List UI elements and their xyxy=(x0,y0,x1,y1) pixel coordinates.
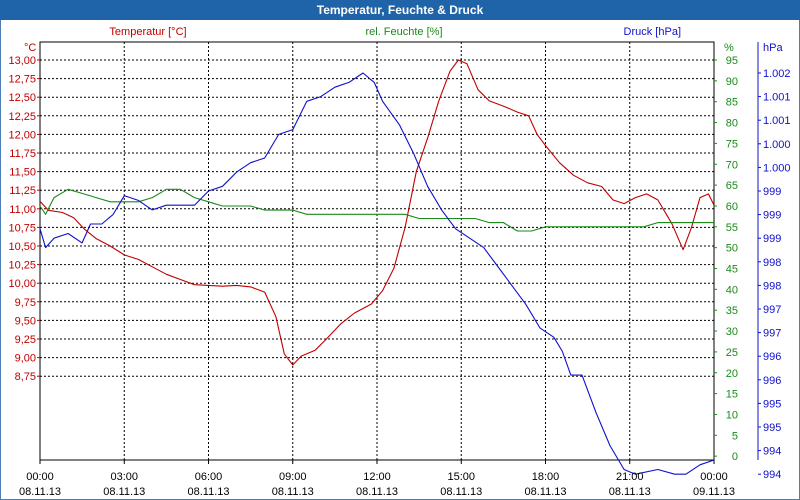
pressure-tick-label: 999 xyxy=(763,186,781,198)
temperature-tick-label: 9,75 xyxy=(15,297,36,309)
humidity-tick-label: 20 xyxy=(726,368,738,380)
pressure-tick-label: 995 xyxy=(763,422,781,434)
axis-layer: 13,00 12,75 12,50 12,25 12,00 11,75 11,50 11,25… xyxy=(8,42,791,498)
pressure-tick-label: 1.000 xyxy=(763,162,791,174)
pressure-tick-label: 1.001 xyxy=(763,92,791,104)
pressure-tick-label: 996 xyxy=(763,375,781,387)
pressure-tick-label: 996 xyxy=(763,351,781,363)
pressure-tick-label: 994 xyxy=(763,446,781,458)
humidity-tick-label: 55 xyxy=(726,222,738,234)
pressure-tick-label: 1.002 xyxy=(763,68,791,80)
pressure-series-line xyxy=(39,72,715,475)
temperature-tick-label: 11,50 xyxy=(9,167,36,179)
humidity-tick-label: 30 xyxy=(726,326,738,338)
humidity-tick-label: 25 xyxy=(726,347,738,359)
x-tick-date-label: 08.11.13 xyxy=(272,486,314,498)
x-tick-date-label: 09.11.13 xyxy=(693,486,735,498)
humidity-axis-title: rel. Feuchte [%] xyxy=(365,26,442,38)
temperature-tick-label: 10,25 xyxy=(8,260,36,272)
humidity-tick-label: 15 xyxy=(726,389,738,401)
temperature-unit-label: °C xyxy=(24,42,36,54)
x-tick-time-label: 15:00 xyxy=(447,471,475,483)
x-tick-time-label: 09:00 xyxy=(279,471,307,483)
temperature-axis-title: Temperatur [°C] xyxy=(109,26,186,38)
window-title-bar: Temperatur, Feuchte & Druck xyxy=(0,0,800,20)
humidity-tick-label: 60 xyxy=(726,201,738,213)
temperature-tick-label: 10,00 xyxy=(8,278,36,290)
x-tick-date-label: 08.11.13 xyxy=(19,486,61,498)
humidity-tick-label: 5 xyxy=(732,430,738,442)
window-title: Temperatur, Feuchte & Druck xyxy=(316,3,484,17)
x-tick-date-label: 08.11.13 xyxy=(609,486,651,498)
pressure-unit-label: hPa xyxy=(763,42,783,54)
humidity-tick-label: 65 xyxy=(726,180,738,192)
x-tick-date-label: 08.11.13 xyxy=(440,486,482,498)
temperature-tick-label: 9,50 xyxy=(15,315,36,327)
temperature-tick-label: 12,50 xyxy=(8,92,36,104)
humidity-tick-label: 85 xyxy=(726,97,738,109)
humidity-unit-label: % xyxy=(724,42,734,54)
pressure-axis-title: Druck [hPa] xyxy=(624,26,681,38)
temperature-tick-label: 11,00 xyxy=(9,204,36,216)
x-tick-date-label: 08.11.13 xyxy=(356,486,398,498)
pressure-tick-label: 997 xyxy=(763,328,781,340)
x-tick-time-label: 00:00 xyxy=(26,471,54,483)
x-tick-date-label: 08.11.13 xyxy=(103,486,145,498)
humidity-tick-label: 75 xyxy=(726,138,738,150)
pressure-tick-label: 994 xyxy=(763,469,781,481)
temperature-tick-label: 12,00 xyxy=(8,129,36,141)
x-tick-time-label: 06:00 xyxy=(195,471,223,483)
temperature-tick-label: 8,75 xyxy=(15,371,36,383)
humidity-tick-label: 10 xyxy=(726,409,738,421)
series-layer xyxy=(39,59,715,475)
temperature-tick-label: 10,50 xyxy=(8,241,36,253)
humidity-tick-label: 40 xyxy=(726,284,738,296)
temperature-tick-label: 9,25 xyxy=(15,334,36,346)
grid-lines xyxy=(40,42,714,460)
humidity-tick-label: 80 xyxy=(726,118,738,130)
humidity-tick-label: 50 xyxy=(726,243,738,255)
temperature-tick-label: 12,25 xyxy=(8,111,36,123)
x-tick-date-label: 08.11.13 xyxy=(187,486,229,498)
humidity-tick-label: 90 xyxy=(726,76,738,88)
temperature-tick-label: 9,00 xyxy=(15,353,36,365)
x-tick-date-label: 08.11.13 xyxy=(524,486,566,498)
temperature-tick-label: 10,75 xyxy=(8,222,36,234)
pressure-tick-label: 1.001 xyxy=(763,115,791,127)
temperature-tick-label: 11,75 xyxy=(9,148,36,160)
temperature-tick-label: 13,00 xyxy=(8,55,36,67)
pressure-tick-label: 999 xyxy=(763,233,781,245)
humidity-tick-label: 70 xyxy=(726,159,738,171)
pressure-tick-label: 997 xyxy=(763,304,781,316)
x-tick-time-label: 03:00 xyxy=(110,471,138,483)
humidity-tick-label: 35 xyxy=(726,305,738,317)
humidity-tick-label: 95 xyxy=(726,55,738,67)
pressure-tick-label: 998 xyxy=(763,280,781,292)
pressure-tick-label: 995 xyxy=(763,398,781,410)
pressure-tick-label: 999 xyxy=(763,210,781,222)
temperature-series-line xyxy=(39,59,715,366)
temperature-tick-label: 12,75 xyxy=(8,74,36,86)
humidity-series-line xyxy=(39,188,714,232)
humidity-tick-label: 0 xyxy=(732,451,738,463)
x-tick-time-label: 18:00 xyxy=(532,471,560,483)
pressure-tick-label: 998 xyxy=(763,257,781,269)
x-tick-time-label: 00:00 xyxy=(700,471,728,483)
humidity-tick-label: 45 xyxy=(726,264,738,276)
x-tick-time-label: 21:00 xyxy=(616,471,644,483)
temperature-tick-label: 11,25 xyxy=(9,185,36,197)
x-tick-time-label: 12:00 xyxy=(363,471,391,483)
pressure-tick-label: 1.000 xyxy=(763,139,791,151)
